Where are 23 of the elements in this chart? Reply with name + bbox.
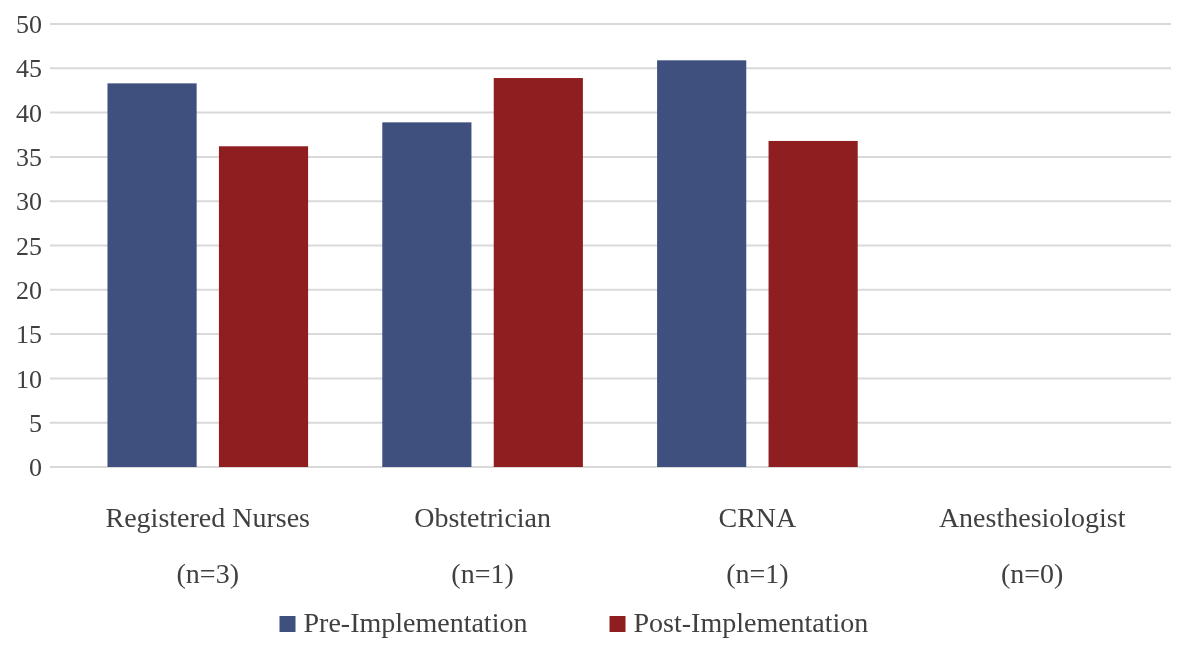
- y-tick-label: 25: [16, 231, 42, 261]
- y-tick-label: 10: [16, 364, 42, 394]
- legend-label: Post-Implementation: [633, 607, 869, 638]
- y-tick-label: 20: [16, 275, 42, 305]
- y-tick-label: 50: [16, 10, 42, 40]
- x-tick-label: Registered Nurses (n=3): [105, 502, 311, 589]
- bar: [768, 140, 858, 467]
- y-tick-label: 40: [16, 98, 42, 128]
- bar: [657, 60, 747, 467]
- legend-label: Pre-Implementation: [303, 607, 528, 638]
- y-tick-label: 15: [16, 320, 42, 350]
- y-tick-label: 30: [16, 187, 42, 217]
- x-tick-label: Obstetrician (n=1): [414, 502, 552, 589]
- x-tick-label: CRNA (n=1): [718, 502, 798, 589]
- bar: [493, 78, 583, 467]
- y-tick-label: 0: [29, 453, 42, 483]
- bar: [218, 146, 309, 467]
- x-tick-label: Anesthesiologist (n=0): [938, 502, 1126, 589]
- y-tick-label: 35: [16, 143, 42, 172]
- bar: [107, 83, 197, 467]
- y-tick-label: 45: [16, 54, 42, 84]
- y-tick-label: 5: [29, 408, 42, 438]
- bar: [382, 122, 472, 467]
